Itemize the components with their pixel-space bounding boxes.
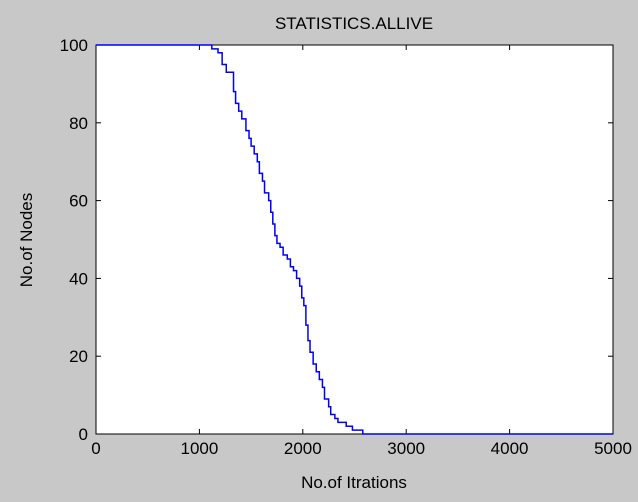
axis-tick-labels: 0 1000 2000 3000 4000 5000 0 20 40 60 80 100 bbox=[60, 36, 632, 458]
x-tick-label: 4000 bbox=[491, 439, 529, 458]
x-tick-label: 3000 bbox=[387, 439, 425, 458]
plot-area bbox=[95, 44, 614, 435]
y-tick-label: 100 bbox=[60, 36, 88, 55]
y-tick-label: 40 bbox=[69, 269, 88, 288]
x-tick-label: 0 bbox=[91, 439, 100, 458]
y-tick-label: 80 bbox=[69, 114, 88, 133]
chart-title: STATISTICS.ALLIVE bbox=[275, 14, 433, 33]
x-tick-label: 5000 bbox=[594, 439, 632, 458]
y-tick-label: 60 bbox=[69, 192, 88, 211]
x-tick-label: 1000 bbox=[180, 439, 218, 458]
x-axis-label: No.of Itrations bbox=[301, 473, 407, 492]
y-axis-label: No.of Nodes bbox=[17, 193, 36, 288]
x-tick-label: 2000 bbox=[284, 439, 322, 458]
series-layer bbox=[96, 44, 613, 435]
y-tick-label: 20 bbox=[69, 347, 88, 366]
y-tick-label: 0 bbox=[79, 425, 88, 444]
series-line bbox=[96, 44, 613, 435]
